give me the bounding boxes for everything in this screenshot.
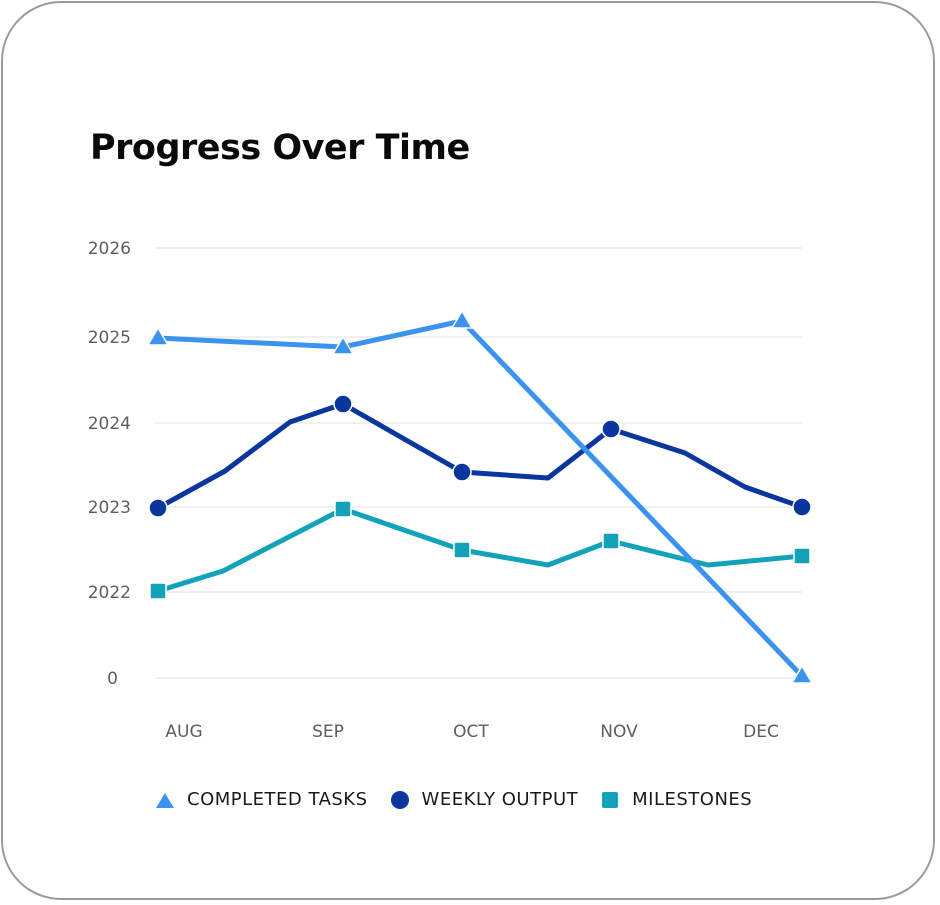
triangle-marker-icon [156,792,174,808]
circle-marker-icon [390,790,409,809]
y-tick-label: 2023 [88,498,131,518]
circle-marker-icon[interactable] [601,419,621,439]
legend-item-completed-tasks[interactable]: COMPLETED TASKS [155,789,368,810]
square-marker-icon[interactable] [793,547,811,565]
x-axis: AUG SEP OCT NOV DEC [165,722,778,742]
triangle-marker-icon[interactable] [790,664,814,684]
legend-label: MILESTONES [632,789,753,810]
y-tick-label: 2025 [88,328,131,348]
square-marker-icon[interactable] [453,541,471,559]
y-tick-label: 0 [107,669,118,689]
legend-item-milestones[interactable]: MILESTONES [600,789,752,810]
circle-marker-icon[interactable] [792,497,812,517]
x-tick-label: OCT [453,722,489,742]
square-marker-icon [602,791,619,808]
circle-marker-icon[interactable] [148,498,168,518]
legend-label: COMPLETED TASKS [187,789,368,810]
triangle-marker-icon[interactable] [331,335,355,355]
chart-title: Progress Over Time [90,128,470,168]
circle-marker-icon[interactable] [452,462,472,482]
x-tick-label: NOV [600,722,638,742]
series-weekly-output [148,394,812,518]
triangle-marker-icon[interactable] [450,309,474,329]
y-tick-label: 2026 [88,239,131,259]
y-tick-label: 2024 [88,414,131,434]
x-tick-label: AUG [165,722,202,742]
square-marker-icon[interactable] [602,532,620,550]
weekly-output-line [155,401,805,511]
triangle-marker-icon[interactable] [146,326,170,346]
chart-legend: COMPLETED TASKS WEEKLY OUTPUT MILESTONES [155,789,774,810]
square-marker-icon[interactable] [334,500,352,518]
circle-marker-icon[interactable] [333,394,353,414]
legend-item-weekly-output[interactable]: WEEKLY OUTPUT [390,789,579,810]
y-axis: 2026 2025 2024 2023 2022 0 [88,239,131,689]
completed-tasks-line [155,318,805,679]
series-completed-tasks [146,309,814,684]
x-tick-label: SEP [312,722,344,742]
legend-label: WEEKLY OUTPUT [421,789,579,810]
y-tick-label: 2022 [88,583,131,603]
x-tick-label: DEC [743,722,779,742]
square-marker-icon[interactable] [149,582,167,600]
